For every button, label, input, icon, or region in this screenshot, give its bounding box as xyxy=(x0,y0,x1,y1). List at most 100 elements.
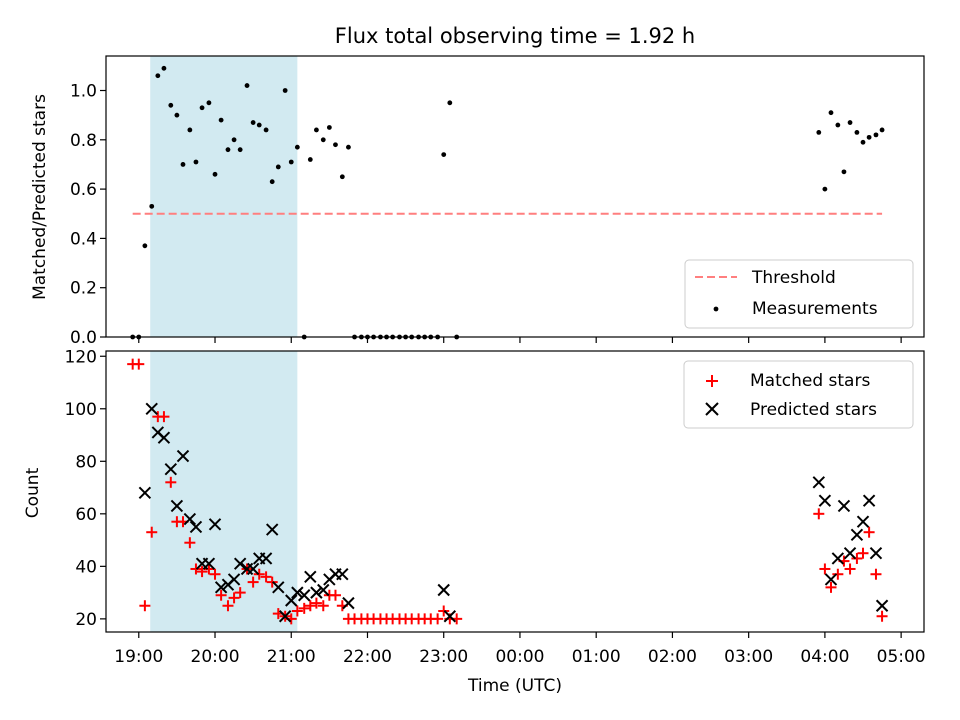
measurement-point xyxy=(142,243,148,249)
x-tick-label: 04:00 xyxy=(800,647,849,667)
y-axis-ticks: 0.0 0.2 0.4 0.6 0.8 1.0 xyxy=(70,82,106,348)
y-axis-ticks: 20 40 60 80 100 120 xyxy=(65,347,106,630)
predicted-star-point xyxy=(812,476,826,489)
predicted-star-point xyxy=(157,431,171,444)
measurement-point xyxy=(212,171,218,177)
matched-star-point xyxy=(234,587,246,599)
predicted-star-point xyxy=(233,557,247,570)
measurement-point xyxy=(161,65,167,71)
matched-star-point xyxy=(851,552,863,564)
matched-star-point xyxy=(222,600,234,612)
count-points xyxy=(127,358,889,625)
matched-star-point xyxy=(819,563,831,575)
predicted-star-point xyxy=(843,547,857,560)
predicted-star-point xyxy=(189,520,203,534)
legend-measurements-label: Measurements xyxy=(752,299,878,319)
predicted-star-point xyxy=(818,494,832,507)
measurement-point xyxy=(275,164,281,170)
matched-star-point xyxy=(432,613,444,625)
measurement-point xyxy=(879,127,885,133)
matched-star-point xyxy=(146,526,158,538)
predicted-star-point xyxy=(246,562,260,576)
predicted-star-point xyxy=(227,573,241,586)
y-tick-label: 1.0 xyxy=(70,82,97,102)
matched-star-point xyxy=(266,576,278,588)
matched-star-point xyxy=(304,600,316,612)
predicted-star-point xyxy=(145,402,158,415)
predicted-star-point xyxy=(138,486,152,500)
y-tick-label: 0.6 xyxy=(70,180,97,200)
predicted-star-point xyxy=(824,573,838,586)
matched-star-point xyxy=(813,508,825,520)
measurement-point xyxy=(149,203,155,209)
measurement-point xyxy=(847,120,853,125)
measurement-point xyxy=(199,105,205,111)
y-tick-label: 100 xyxy=(65,400,97,420)
matched-star-point xyxy=(870,568,882,580)
y-tick-label: 80 xyxy=(75,452,97,472)
predicted-star-point xyxy=(164,462,178,476)
predicted-star-point xyxy=(875,599,889,612)
legend: Matched stars Predicted stars xyxy=(683,360,914,429)
measurement-point xyxy=(288,159,294,165)
matched-star-point xyxy=(247,576,259,588)
measurement-point xyxy=(854,130,860,135)
y-axis-label: Count xyxy=(23,467,43,518)
measurement-point xyxy=(155,73,161,79)
x-tick-label: 19:00 xyxy=(114,647,163,667)
measurement-point xyxy=(873,132,879,138)
measurement-point xyxy=(339,174,345,180)
y-tick-label: 0.8 xyxy=(70,131,97,151)
measurement-point xyxy=(441,152,447,157)
matched-star-point xyxy=(310,597,322,609)
measurement-point xyxy=(346,144,351,150)
x-axis-ticks: 19:00 20:00 21:00 22:00 23:00 00:00 01:00 02:00… xyxy=(114,337,926,667)
matched-star-point xyxy=(203,563,215,575)
bottom-panel: 20 40 60 80 100 120 19:00 20:00 21:00 22:00 23:00… xyxy=(23,337,926,696)
x-tick-label: 21:00 xyxy=(267,647,316,667)
measurement-point xyxy=(225,147,231,153)
measurement-point xyxy=(250,120,256,125)
measurement-point xyxy=(320,137,326,143)
matched-star-point xyxy=(291,605,303,617)
predicted-star-point xyxy=(208,518,222,531)
matched-star-point xyxy=(228,592,240,604)
predicted-star-point xyxy=(176,449,190,463)
legend-measurements-swatch xyxy=(713,306,719,312)
measurement-point xyxy=(866,134,872,140)
matched-star-point xyxy=(876,610,888,622)
measurement-point xyxy=(187,127,193,133)
predicted-star-point xyxy=(259,552,273,565)
x-tick-label: 03:00 xyxy=(724,647,773,667)
measurement-point xyxy=(841,169,847,175)
measurement-point xyxy=(822,186,828,192)
predicted-star-point xyxy=(443,610,457,623)
matched-star-point xyxy=(253,568,265,580)
measurement-point xyxy=(835,122,841,128)
matched-star-point xyxy=(209,568,221,580)
measurement-point xyxy=(294,144,300,150)
matched-star-point xyxy=(329,589,341,601)
legend-box xyxy=(684,259,914,329)
measurement-point xyxy=(237,147,243,153)
top-axes-frame xyxy=(105,55,925,338)
predicted-star-point xyxy=(317,583,330,597)
measurement-point xyxy=(193,159,199,165)
predicted-star-point xyxy=(272,581,285,594)
measurement-point xyxy=(168,102,174,108)
y-tick-label: 0.2 xyxy=(70,279,97,299)
x-tick-label: 05:00 xyxy=(877,647,926,667)
matched-star-point xyxy=(158,411,170,423)
measurement-point xyxy=(269,179,275,185)
chart-title: Flux total observing time = 1.92 h xyxy=(335,24,695,48)
matched-star-point xyxy=(196,566,208,578)
matched-star-point xyxy=(139,600,151,612)
matched-star-point xyxy=(298,602,310,614)
x-tick-label: 22:00 xyxy=(343,647,392,667)
bottom-axes-frame xyxy=(105,350,925,633)
matched-star-point xyxy=(438,605,450,617)
measurement-point xyxy=(231,137,237,143)
matched-star-point xyxy=(832,568,844,580)
predicted-star-point xyxy=(342,596,355,610)
